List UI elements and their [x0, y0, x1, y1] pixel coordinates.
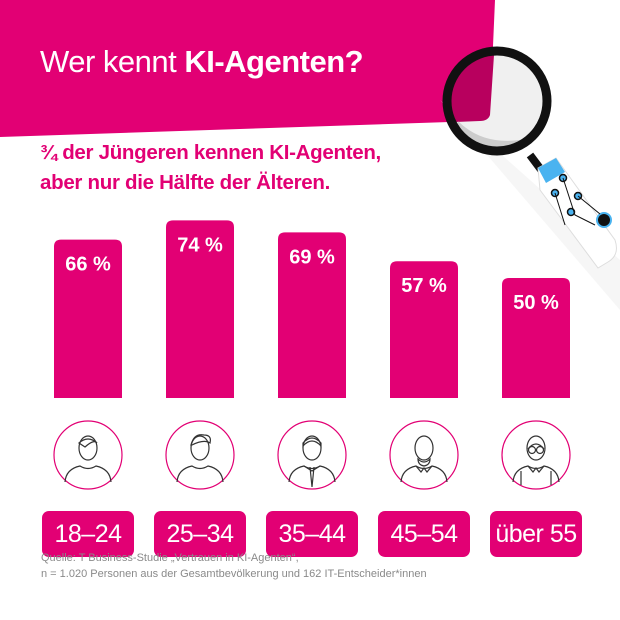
bearded-man-icon	[389, 420, 459, 490]
page-title: Wer kennt KI-Agenten?	[40, 44, 364, 79]
subtitle-line-1: ¾ der Jüngeren kennen KI-Agenten,	[40, 141, 381, 164]
young-person-icon	[53, 420, 123, 490]
data-label: 57 %	[401, 275, 447, 297]
bar-35–44	[278, 232, 346, 398]
bar-45–54	[390, 261, 458, 398]
young-man-icon	[165, 420, 235, 490]
age-group-label: 45–54	[378, 511, 470, 557]
source-line-2: n = 1.020 Personen aus der Gesamtbevölke…	[41, 568, 427, 580]
businessman-tie-icon	[277, 420, 347, 490]
subtitle: ¾ der Jüngeren kennen KI-Agenten, aber n…	[40, 138, 460, 198]
source-note: Quelle: T Business-Studie „Vertrauen in …	[41, 550, 427, 582]
age-group-label: über 55	[490, 511, 582, 557]
bar-18–24	[54, 239, 122, 398]
magnifier-icon	[440, 46, 620, 310]
data-label: 66 %	[65, 254, 111, 276]
bar-über 55	[502, 278, 570, 398]
age-group-label: 25–34	[154, 511, 246, 557]
elderly-man-glasses-icon	[501, 420, 571, 490]
data-label: 74 %	[177, 234, 223, 256]
source-line-1: Quelle: T Business-Studie „Vertrauen in …	[41, 552, 299, 564]
data-label: 69 %	[289, 246, 335, 268]
subtitle-line-2: aber nur die Hälfte der Älteren.	[40, 171, 331, 194]
header-banner	[0, 0, 495, 137]
bar-25–34	[166, 220, 234, 398]
age-group-label: 35–44	[266, 511, 358, 557]
age-group-label: 18–24	[42, 511, 134, 557]
data-label: 50 %	[513, 292, 559, 314]
